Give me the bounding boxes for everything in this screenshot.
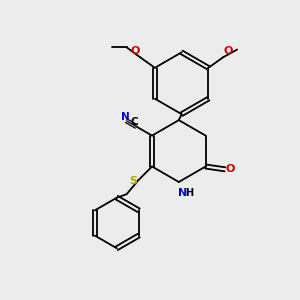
Text: O: O	[224, 46, 233, 56]
Text: H: H	[185, 188, 194, 198]
Text: N: N	[122, 112, 130, 122]
Text: C: C	[131, 117, 139, 127]
Text: N: N	[178, 188, 187, 198]
Text: O: O	[225, 164, 235, 174]
Text: S: S	[130, 176, 137, 185]
Text: O: O	[130, 46, 140, 56]
